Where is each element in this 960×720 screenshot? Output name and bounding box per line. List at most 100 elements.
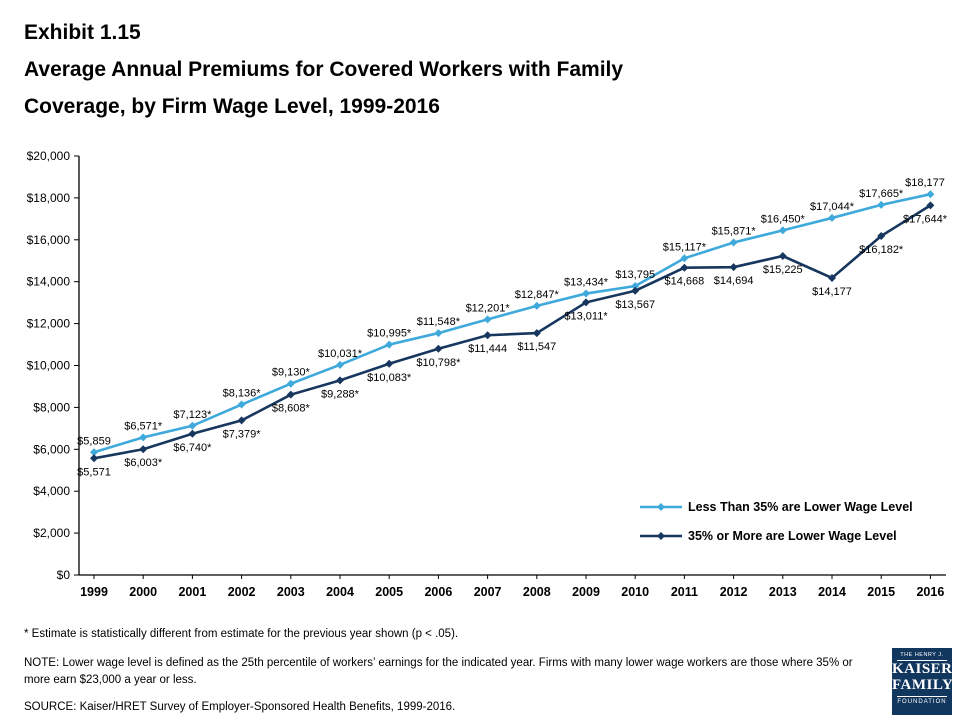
data-point-label: $9,288*: [321, 388, 360, 400]
data-point-marker: [483, 315, 492, 324]
data-point-label: $11,548*: [417, 316, 461, 328]
y-axis-tick-label: $16,000: [27, 233, 71, 247]
y-axis-tick-label: $6,000: [33, 442, 70, 456]
x-axis-tick-label: 2015: [867, 585, 895, 599]
data-point-marker: [582, 289, 590, 298]
footnote-asterisk: * Estimate is statistically different fr…: [24, 628, 459, 640]
legend-label: Less Than 35% are Lower Wage Level: [688, 500, 913, 514]
legend-marker: [657, 503, 665, 511]
data-point-label: $5,571: [77, 466, 111, 478]
data-point-label: $17,644*: [903, 213, 948, 225]
y-axis-tick-label: $14,000: [27, 275, 71, 289]
data-point-label: $15,871*: [712, 226, 757, 238]
y-axis-tick-label: $4,000: [33, 484, 70, 498]
data-point-marker: [286, 390, 295, 399]
y-axis-tick-label: $10,000: [27, 359, 71, 373]
data-point-label: $16,450*: [761, 213, 806, 225]
x-axis-tick-label: 2013: [769, 585, 797, 599]
kff-logo-text-top: THE HENRY J.: [897, 652, 947, 661]
data-point-marker: [532, 301, 541, 310]
x-axis-tick-label: 2005: [375, 585, 403, 599]
data-point-label: $10,995*: [367, 328, 412, 340]
data-point-marker: [631, 286, 640, 295]
y-axis-tick-label: $20,000: [27, 149, 71, 163]
data-point-marker: [188, 421, 197, 430]
data-point-marker: [582, 298, 590, 307]
series-line: [93, 204, 932, 460]
chart-title-line1: Average Annual Premiums for Covered Work…: [24, 58, 624, 81]
legend-marker: [657, 532, 665, 540]
x-axis-tick-label: 2003: [277, 585, 305, 599]
data-point-label: $14,177: [812, 286, 852, 298]
data-point-label: $11,547: [517, 341, 556, 353]
x-axis-tick-label: 2016: [916, 585, 944, 599]
data-point-marker: [877, 231, 886, 240]
data-point-label: $13,567: [615, 299, 655, 311]
data-point-label: $9,130*: [272, 367, 311, 379]
data-point-marker: [729, 263, 738, 272]
data-point-label: $10,798*: [416, 357, 461, 369]
data-point-label: $5,859: [77, 435, 111, 447]
data-point-label: $17,044*: [810, 201, 855, 213]
data-point-marker: [336, 376, 344, 385]
data-point-marker: [385, 340, 394, 349]
data-point-marker: [90, 454, 98, 463]
data-point-marker: [139, 445, 148, 454]
data-point-label: $14,694: [714, 275, 754, 287]
x-axis-tick-label: 2007: [474, 585, 502, 599]
data-point-label: $13,434*: [564, 277, 609, 289]
data-point-marker: [237, 400, 246, 409]
data-point-marker: [926, 201, 935, 210]
data-point-marker: [434, 344, 443, 353]
data-point-label: $6,003*: [124, 457, 163, 469]
x-axis-tick-label: 2014: [818, 585, 846, 599]
premiums-line-chart: $0 $2,000 $4,000 $6,000 $8,000 $10,000 $12,000…: [27, 149, 948, 599]
exhibit-number: Exhibit 1.15: [24, 21, 141, 44]
x-axis-tick-label: 2009: [572, 585, 600, 599]
data-point-label: $16,182*: [859, 244, 904, 256]
data-point-label: $8,608*: [272, 403, 311, 415]
data-point-label: $15,117*: [663, 241, 707, 253]
header: Exhibit 1.15 Average Annual Premiums for…: [24, 14, 623, 125]
data-point-marker: [926, 190, 935, 199]
data-point-marker: [286, 379, 295, 388]
series-line: [93, 192, 931, 454]
data-point-label: $12,201*: [466, 302, 511, 314]
x-axis-tick-label: 2008: [523, 585, 551, 599]
x-axis-tick-label: 2011: [671, 585, 698, 599]
data-point-marker: [90, 448, 98, 457]
x-axis-tick-label: 2001: [178, 585, 206, 599]
data-point-label: $6,740*: [173, 442, 212, 454]
data-point-marker: [631, 281, 640, 290]
data-point-marker: [237, 416, 246, 425]
x-axis-tick-label: 2010: [621, 585, 649, 599]
data-point-label: $10,083*: [367, 372, 412, 384]
data-point-marker: [434, 329, 443, 338]
y-axis-tick-label: $2,000: [33, 526, 70, 540]
chart-title-line2: Coverage, by Firm Wage Level, 1999-2016: [24, 95, 440, 118]
data-point-marker: [828, 213, 836, 222]
data-point-label: $11,444: [468, 343, 507, 355]
x-axis-tick-label: 1999: [80, 585, 108, 599]
data-point-marker: [680, 263, 689, 272]
data-point-marker: [385, 359, 394, 368]
y-axis-tick-label: $18,000: [27, 191, 71, 205]
data-point-label: $10,031*: [318, 348, 363, 360]
y-axis-tick-label: $0: [57, 568, 71, 582]
data-point-marker: [139, 433, 148, 442]
data-point-marker: [483, 331, 492, 340]
data-point-marker: [336, 360, 344, 369]
data-point-label: $6,571*: [124, 420, 163, 432]
data-point-marker: [532, 329, 541, 338]
data-point-marker: [188, 429, 197, 438]
x-axis-tick-label: 2006: [424, 585, 452, 599]
x-axis-tick-label: 2002: [228, 585, 256, 599]
data-point-label: $17,665*: [859, 188, 904, 200]
kff-logo-text-family: FAMILY: [892, 676, 954, 693]
x-axis-tick-label: 2000: [129, 585, 157, 599]
data-point-label: $13,795: [615, 269, 655, 281]
footnote-note: NOTE: Lower wage level is defined as the…: [24, 657, 853, 687]
data-point-label: $12,847*: [515, 289, 560, 301]
data-point-marker: [828, 273, 836, 282]
